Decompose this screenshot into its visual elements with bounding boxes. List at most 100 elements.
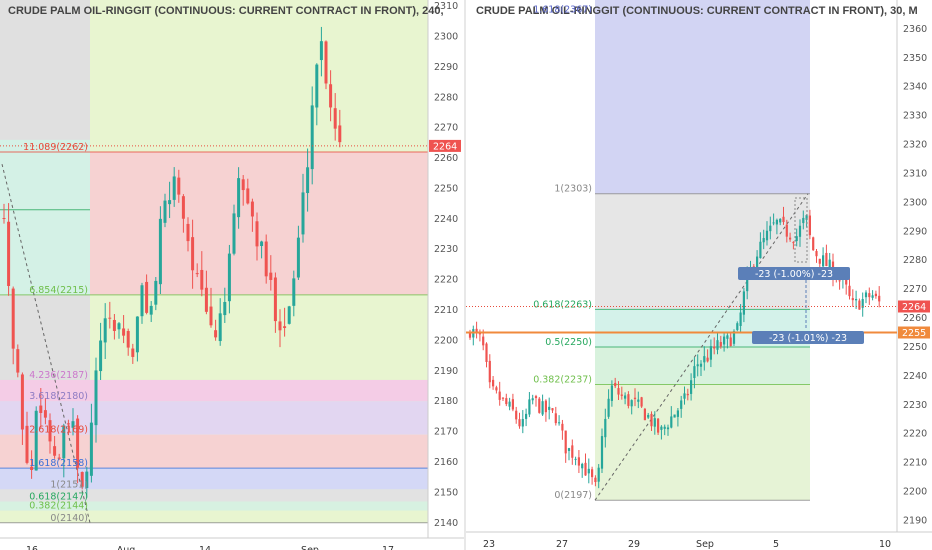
candle-body [246,188,250,204]
candle-body [250,201,254,217]
panel-1-price-axis [428,0,464,538]
candle-body [713,346,716,349]
panel-2-candle [571,439,574,465]
panel-2-candle [812,236,815,251]
panel-1-y-tick: 2180 [434,396,458,407]
candle-body [209,306,213,326]
panel-1-fib-zone [0,510,428,523]
candle-body [828,259,831,268]
candle-body [57,457,61,459]
candle-body [301,192,305,235]
candle-body [329,84,333,108]
panel-1-fib-zone [0,468,428,490]
panel-1-y-tick: 2290 [434,62,458,73]
candle-body [693,366,696,378]
panel-1-candle [283,307,287,337]
candle-body [878,295,881,302]
panel-2-candle [709,339,712,368]
panel-1-candle [227,244,231,314]
candle-body [653,418,656,427]
panel-2-candle [775,218,778,235]
candle-body [637,399,640,402]
panel-1-candle [301,173,305,243]
panel-2-y-tick: 2300 [903,197,927,208]
candle-body [587,468,590,474]
candle-body [172,176,176,200]
panel-1-candle [103,303,107,360]
panel-2-candle [673,414,676,418]
candle-body [683,393,686,399]
panel-1-candle [16,344,20,378]
panel-2-candle [792,241,795,250]
candle-body [805,215,808,220]
panel-2-x-tick: 5 [773,539,779,550]
candle-body [76,418,80,468]
panel-1-candle [195,263,199,278]
candle-body [541,401,544,415]
panel-1-y-tick: 2210 [434,305,458,316]
candle-body [544,400,547,413]
panel-2-y-tick: 2280 [903,255,927,266]
panel-2-candle [769,216,772,240]
candle-body [732,331,736,344]
candle-body [53,446,57,456]
candle-body [670,416,673,428]
panel-2-candle [495,385,498,394]
candle-body [822,255,825,267]
candle-body [673,414,676,418]
panel-2-candle [587,458,590,484]
candle-body [218,313,222,342]
panel-2-candle [577,450,580,474]
panel-1-candle [246,178,250,205]
panel-2-candle [633,388,637,407]
candle-body [564,430,567,454]
panel-1-candle [57,453,61,461]
panel-2-candle [762,229,765,250]
badge-bg [898,300,930,313]
measure-range-box [794,197,808,263]
candle-body [742,291,745,315]
candle-body [232,213,236,254]
candle-body [600,436,604,469]
candle-body [594,477,597,483]
panel-1-candle [264,234,268,284]
panel-2-candle [782,206,785,225]
panel-1-trend-line [1,164,91,523]
panel-2-candle [643,407,646,421]
candle-body [798,225,802,237]
panel-2-candle [541,394,544,416]
candle-body [264,241,268,277]
candle-body [696,364,699,367]
panel-1-candle [122,315,126,344]
panel-1-y-tick: 2150 [434,487,458,498]
candle-body [534,396,538,399]
panel-2-fib-label: 0.5(2250) [545,337,592,348]
panel-1-candle [260,240,264,259]
chart-panel-1: 11.089(2262) 6.854(2215) 4.236(2187) 3.618(… [0,0,464,550]
candle-body [782,216,785,222]
panel-1-candle [324,40,328,90]
candle-body [706,357,709,362]
panel-2-candle [597,464,600,489]
candle-body [525,413,528,419]
panel-2-candle [802,210,805,230]
panel-1-x-tick: Sep [301,545,319,550]
panel-2-x-tick: 29 [628,539,640,550]
candle-body [283,326,287,328]
last-price-value: 2264 [902,302,926,313]
candle-body [200,269,204,290]
candle-body [858,300,861,310]
candle-body [815,251,818,257]
measure-label-bg [738,267,850,280]
panel-1-candle [62,423,66,478]
panel-2-fib-label: 1(2303) [554,184,592,195]
candle-body [273,277,277,322]
candle-body [278,321,282,331]
panel-1-x-tick: 17 [382,545,394,550]
panel-2-candle [699,360,703,376]
panel-2-candle [538,397,541,414]
panel-1-candle [338,109,342,148]
candle-body [131,348,135,357]
panel-2-candle [666,424,670,436]
